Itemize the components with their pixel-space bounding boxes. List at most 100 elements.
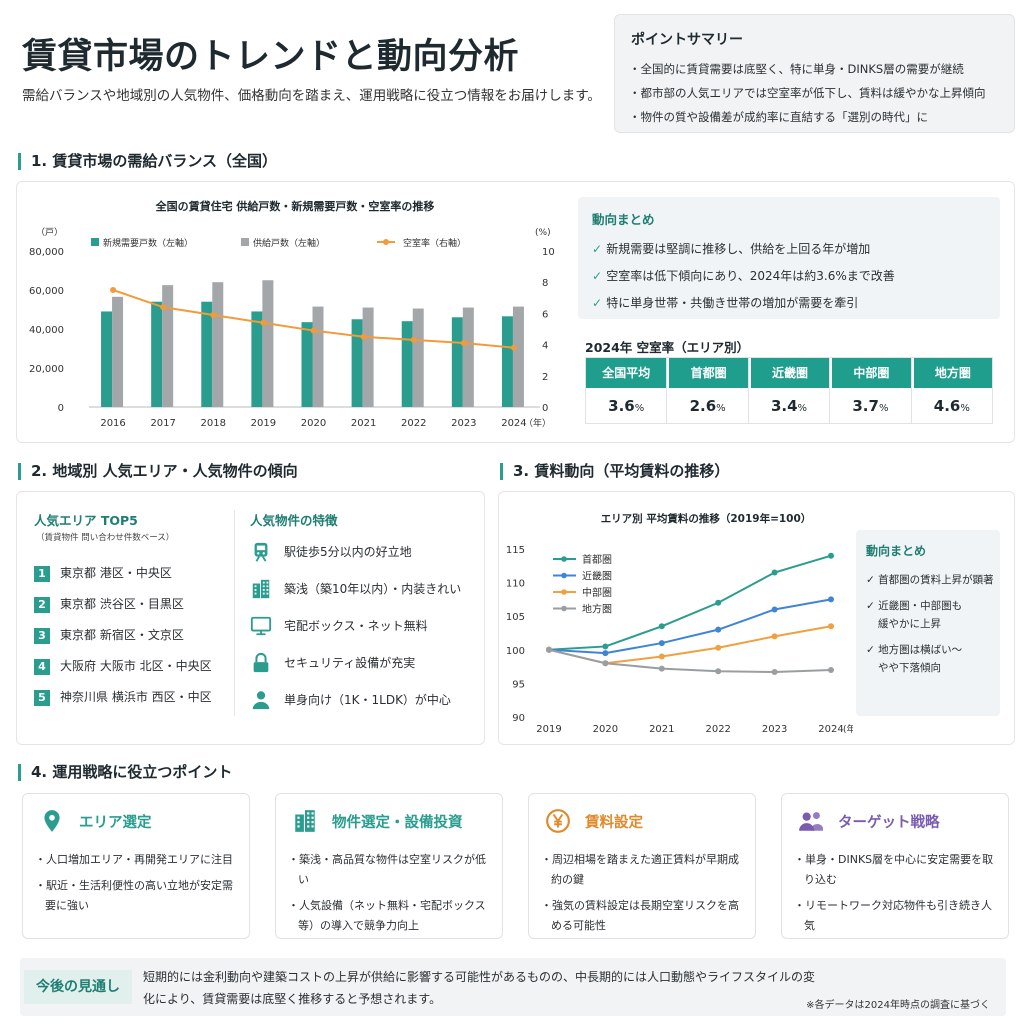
area-name: 東京都 新宿区・文京区 bbox=[60, 628, 184, 642]
vacancy-value: 3.4% bbox=[749, 388, 829, 427]
x-tick-label: 2020 bbox=[301, 418, 326, 429]
yen-icon bbox=[546, 809, 570, 833]
feature-icon-wrap bbox=[250, 652, 272, 674]
trend-line: やや下落傾向 bbox=[878, 662, 941, 674]
bar-demand bbox=[451, 317, 463, 407]
rank-badge: 5 bbox=[34, 690, 50, 706]
card-list: 人口増加エリア・再開発エリアに注目駅近・生活利便性の高い立地が安定需要に強い bbox=[35, 850, 237, 916]
y-tick-label: 0 bbox=[58, 403, 64, 414]
people-icon bbox=[799, 812, 823, 831]
vacancy-unit: % bbox=[797, 403, 808, 414]
top5-list: 1 東京都 港区・中央区 2 東京都 渋谷区・目黒区 3 東京都 新宿区・文京区 4 大阪府 … bbox=[34, 564, 212, 719]
x-tick-label: 2024 bbox=[818, 724, 843, 735]
series-point bbox=[658, 623, 665, 630]
y2-tick-label: 2 bbox=[542, 372, 548, 383]
bar-demand bbox=[401, 321, 413, 407]
feature-item: セキュリティ設備が充実 bbox=[250, 644, 461, 681]
vacancy-number: 3.4 bbox=[770, 397, 798, 415]
x-unit: (年) bbox=[843, 723, 853, 735]
strategy-card: 賃料設定周辺相場を踏まえた適正賃料が早期成約の鍵強気の賃料設定は長期空室リスクを… bbox=[528, 793, 756, 939]
rank-badge: 1 bbox=[34, 566, 50, 582]
vacancy-table-title: 2024年 空室率（エリア別） bbox=[585, 340, 750, 355]
strategy-card: ターゲット戦略単身・DINKS層を中心に安定需要を取り込むリモートワーク対応物件… bbox=[781, 793, 1009, 939]
bar-demand bbox=[501, 316, 513, 407]
card-title: 物件選定・設備投資 bbox=[288, 808, 490, 834]
feature-icon-wrap bbox=[250, 541, 272, 563]
x-tick-label: 2016 bbox=[100, 418, 125, 429]
legend-label: 新規需要戸数（左軸） bbox=[103, 237, 193, 249]
vacancy-unit: % bbox=[960, 403, 970, 414]
section-4-title: 4. 運用戦略に役立つポイント bbox=[18, 764, 232, 781]
building-icon bbox=[252, 579, 270, 598]
train-icon bbox=[254, 542, 268, 562]
card-item: リモートワーク対応物件も引き続き人気 bbox=[794, 896, 996, 936]
chart-title: 全国の賃貸住宅 供給戸数・新規需要戸数・空室率の推移 bbox=[155, 199, 435, 213]
card-item: 強気の賃料設定は長期空室リスクを高める可能性 bbox=[541, 896, 743, 936]
rank-badge: 4 bbox=[34, 659, 50, 675]
trend-title: 動向まとめ bbox=[866, 544, 927, 558]
trend-line: ✓ 地方圏は横ばい〜 bbox=[866, 644, 963, 656]
vacancy-col: 地方圏 4.6% bbox=[910, 358, 993, 423]
top5-item: 5 神奈川県 横浜市 西区・中区 bbox=[34, 688, 212, 719]
series-point bbox=[715, 599, 722, 606]
vacancy-number: 4.6 bbox=[933, 397, 961, 415]
series-point bbox=[771, 606, 778, 613]
page-subtitle: 需給バランスや地域別の人気物件、価格動向を踏まえ、運用戦略に役立つ情報をお届けし… bbox=[22, 88, 601, 104]
area-name: 大阪府 大阪市 北区・中央区 bbox=[60, 659, 212, 673]
series-point bbox=[828, 552, 834, 559]
series-point bbox=[771, 633, 778, 640]
series-point bbox=[602, 660, 609, 667]
feature-item: 駅徒歩5分以内の好立地 bbox=[250, 533, 461, 570]
series-point bbox=[828, 666, 834, 673]
vacancy-point bbox=[110, 287, 117, 293]
bar-supply bbox=[412, 308, 424, 407]
bar-supply bbox=[212, 282, 224, 407]
x-tick-label: 2017 bbox=[150, 418, 175, 429]
y-tick-label: 60,000 bbox=[29, 286, 64, 297]
bar-demand bbox=[301, 322, 313, 407]
rent-trend-chart: エリア別 平均賃料の推移（2019年=100） 90 95 100 105 110 115 2… bbox=[506, 512, 853, 735]
x-tick-label: 2020 bbox=[593, 724, 618, 735]
y-unit-left: （戸） bbox=[36, 227, 63, 238]
data-note: ※各データは2024年時点の調査に基づく bbox=[806, 1000, 990, 1011]
y-tick-label: 40,000 bbox=[29, 325, 64, 336]
card-icon-wrap bbox=[39, 808, 65, 834]
card-icon-wrap bbox=[292, 808, 318, 834]
vacancy-point bbox=[160, 304, 167, 311]
y-tick-label: 110 bbox=[506, 579, 525, 590]
feature-item: 単身向け（1K・1LDK）が中心 bbox=[250, 681, 461, 718]
features-list: 駅徒歩5分以内の好立地 築浅（築10年以内）・内装きれい 宅配ボックス・ネット無料セ… bbox=[250, 533, 461, 718]
features-title: 人気物件の特徴 bbox=[250, 513, 338, 528]
bar-supply bbox=[112, 296, 124, 407]
summary-title: ポイントサマリー bbox=[631, 32, 743, 48]
x-tick-label: 2019 bbox=[251, 418, 276, 429]
vacancy-col: 中部圏 3.7% bbox=[829, 358, 911, 423]
y2-tick-label: 0 bbox=[542, 403, 548, 414]
feature-icon-wrap bbox=[250, 615, 272, 637]
x-tick-label: 2021 bbox=[649, 724, 674, 735]
bar-demand bbox=[201, 301, 213, 407]
x-tick-label: 2019 bbox=[536, 724, 561, 735]
vacancy-area: 近畿圏 bbox=[748, 358, 830, 388]
x-tick-label: 2022 bbox=[401, 418, 426, 429]
y-tick-label: 90 bbox=[512, 713, 525, 724]
series-point bbox=[658, 665, 665, 672]
top5-item: 2 東京都 渋谷区・目黒区 bbox=[34, 595, 212, 626]
rank-badge: 3 bbox=[34, 628, 50, 644]
trend-line: 緩やかに上昇 bbox=[878, 618, 941, 630]
section-3-trend-box: 動向まとめ ✓ 首都圏の賃料上昇が顕著 ✓ 近畿圏・中部圏も 緩やかに上昇 ✓ 地方圏… bbox=[856, 530, 1000, 716]
bar-demand bbox=[101, 311, 113, 407]
monitor-icon bbox=[250, 616, 272, 635]
feature-text: 築浅（築10年以内）・内装きれい bbox=[284, 582, 462, 596]
card-item: 周辺相場を踏まえた適正賃料が早期成約の鍵 bbox=[541, 850, 743, 890]
summary-item: 都市部の人気エリアでは空室率が低下し、賃料は緩やかな上昇傾向 bbox=[629, 85, 1000, 101]
strategy-cards: エリア選定人口増加エリア・再開発エリアに注目駅近・生活利便性の高い立地が安定需要… bbox=[22, 793, 1012, 943]
card-title: エリア選定 bbox=[35, 808, 237, 834]
section-2-panel bbox=[16, 491, 485, 745]
vacancy-number: 3.7 bbox=[852, 397, 879, 415]
vacancy-area: 中部圏 bbox=[830, 358, 911, 388]
feature-item: 築浅（築10年以内）・内装きれい bbox=[250, 570, 461, 607]
vacancy-col: 首都圏 2.6% bbox=[666, 358, 748, 423]
outlook-tag: 今後の見通し bbox=[24, 970, 132, 1004]
series-line bbox=[548, 648, 832, 673]
